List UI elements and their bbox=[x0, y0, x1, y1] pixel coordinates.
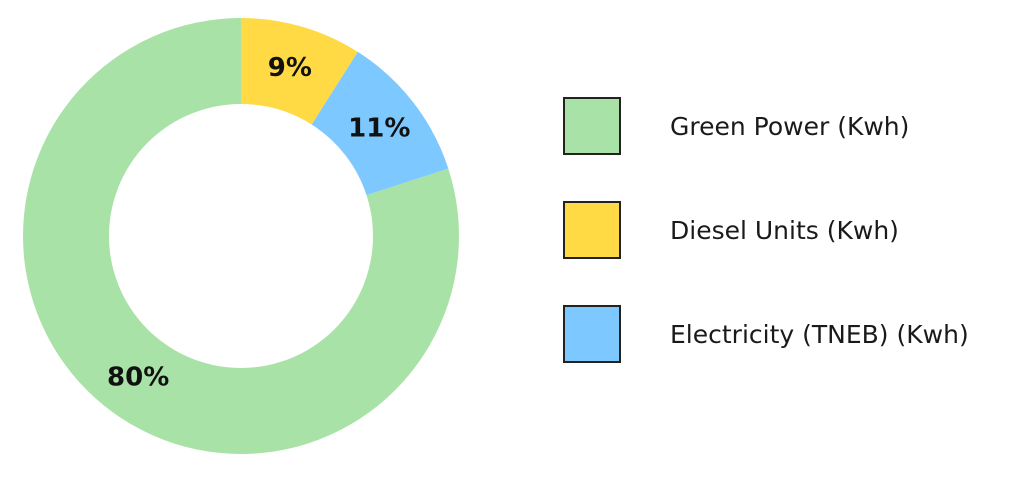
slice-label-3: 80% bbox=[107, 363, 169, 393]
donut-slice-diesel-units-kwh bbox=[241, 18, 358, 125]
slice-label-2: 11% bbox=[348, 114, 410, 144]
legend-label-diesel-units: Diesel Units (Kwh) bbox=[670, 215, 899, 245]
legend-swatch-diesel-units bbox=[563, 201, 621, 259]
legend-item-diesel-units: Diesel Units (Kwh) bbox=[563, 199, 969, 261]
legend-label-electricity-tneb: Electricity (TNEB) (Kwh) bbox=[670, 319, 969, 349]
legend-label-green-power: Green Power (Kwh) bbox=[670, 111, 910, 141]
legend-item-electricity-tneb: Electricity (TNEB) (Kwh) bbox=[563, 303, 969, 365]
donut-slice-electricity-tneb-kwh bbox=[311, 51, 449, 196]
slice-label-1: 9% bbox=[268, 53, 312, 83]
legend-swatch-green-power bbox=[563, 97, 621, 155]
legend: Green Power (Kwh) Diesel Units (Kwh) Ele… bbox=[563, 95, 969, 407]
donut-slice-green-power-kwh bbox=[22, 18, 460, 455]
legend-item-green-power: Green Power (Kwh) bbox=[563, 95, 969, 157]
legend-swatch-electricity-tneb bbox=[563, 305, 621, 363]
